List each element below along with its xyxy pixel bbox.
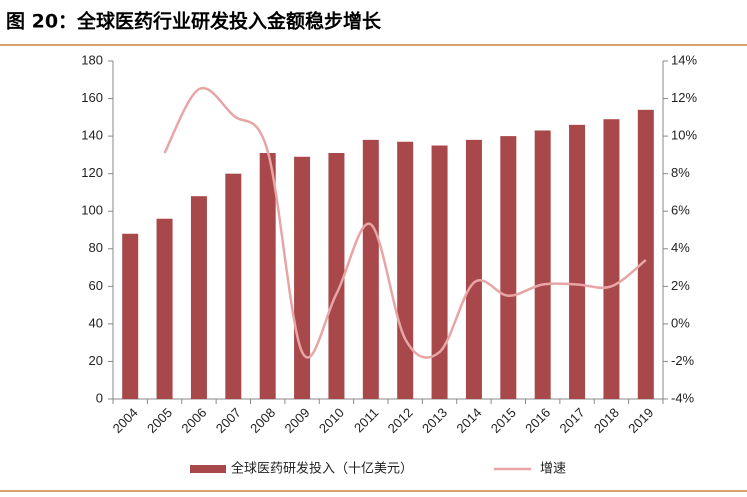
x-tick-label: 2012	[385, 405, 416, 436]
y-tick-label: 60	[89, 278, 103, 293]
y2-tick-label: 12%	[671, 90, 697, 105]
y2-tick-label: 10%	[671, 128, 697, 143]
y-tick-label: 100	[81, 203, 103, 218]
x-tick-label: 2015	[488, 405, 519, 436]
y-tick-label: 80	[89, 240, 103, 255]
growth-line	[163, 86, 647, 359]
bar	[362, 139, 379, 399]
x-tick-label: 2017	[557, 405, 588, 436]
bar	[122, 233, 139, 399]
x-tick-label: 2010	[316, 405, 347, 436]
x-tick-label: 2006	[178, 405, 209, 436]
y-tick-label: 180	[81, 52, 103, 67]
x-tick-label: 2011	[351, 405, 381, 435]
x-tick-label: 2014	[453, 405, 484, 436]
chart-title: 图 20：全球医药行业研发投入金额稳步增长	[6, 10, 382, 33]
y-tick-label: 160	[81, 90, 103, 105]
bar	[190, 196, 207, 399]
bar	[637, 109, 654, 400]
bar	[225, 173, 242, 399]
y2-tick-label: 6%	[671, 203, 690, 218]
x-tick-label: 2005	[144, 405, 175, 436]
y-tick-label: 0	[96, 390, 103, 405]
legend-label: 全球医药研发投入（十亿美元）	[231, 461, 413, 477]
bar	[156, 218, 173, 399]
y-tick-label: 20	[89, 353, 103, 368]
bar	[569, 124, 586, 399]
y2-tick-label: 0%	[671, 315, 690, 330]
bar	[294, 156, 311, 399]
x-tick-label: 2004	[110, 405, 141, 436]
bar	[603, 119, 620, 399]
y2-tick-label: 8%	[671, 165, 690, 180]
y-tick-label: 140	[81, 128, 103, 143]
legend-swatch	[190, 465, 226, 473]
legend-label: 增速	[540, 462, 566, 477]
bar	[465, 139, 482, 399]
y2-tick-label: -4%	[671, 390, 695, 405]
x-tick-label: 2013	[419, 405, 450, 436]
y2-tick-label: 2%	[671, 278, 690, 293]
bar	[259, 153, 276, 399]
x-tick-label: 2008	[247, 405, 278, 436]
bar	[328, 153, 345, 399]
x-tick-label: 2016	[522, 405, 553, 436]
y2-tick-label: -2%	[671, 353, 695, 368]
bar	[534, 130, 551, 399]
y-tick-label: 120	[81, 165, 103, 180]
x-tick-label: 2019	[625, 405, 656, 436]
x-tick-label: 2007	[213, 405, 244, 436]
x-tick-label: 2009	[282, 405, 313, 436]
y2-tick-label: 4%	[671, 240, 690, 255]
bar	[397, 141, 414, 399]
y-tick-label: 40	[89, 315, 103, 330]
x-tick-label: 2018	[591, 405, 622, 436]
bar	[431, 145, 448, 399]
y2-tick-label: 14%	[671, 52, 697, 67]
bar	[500, 136, 517, 399]
